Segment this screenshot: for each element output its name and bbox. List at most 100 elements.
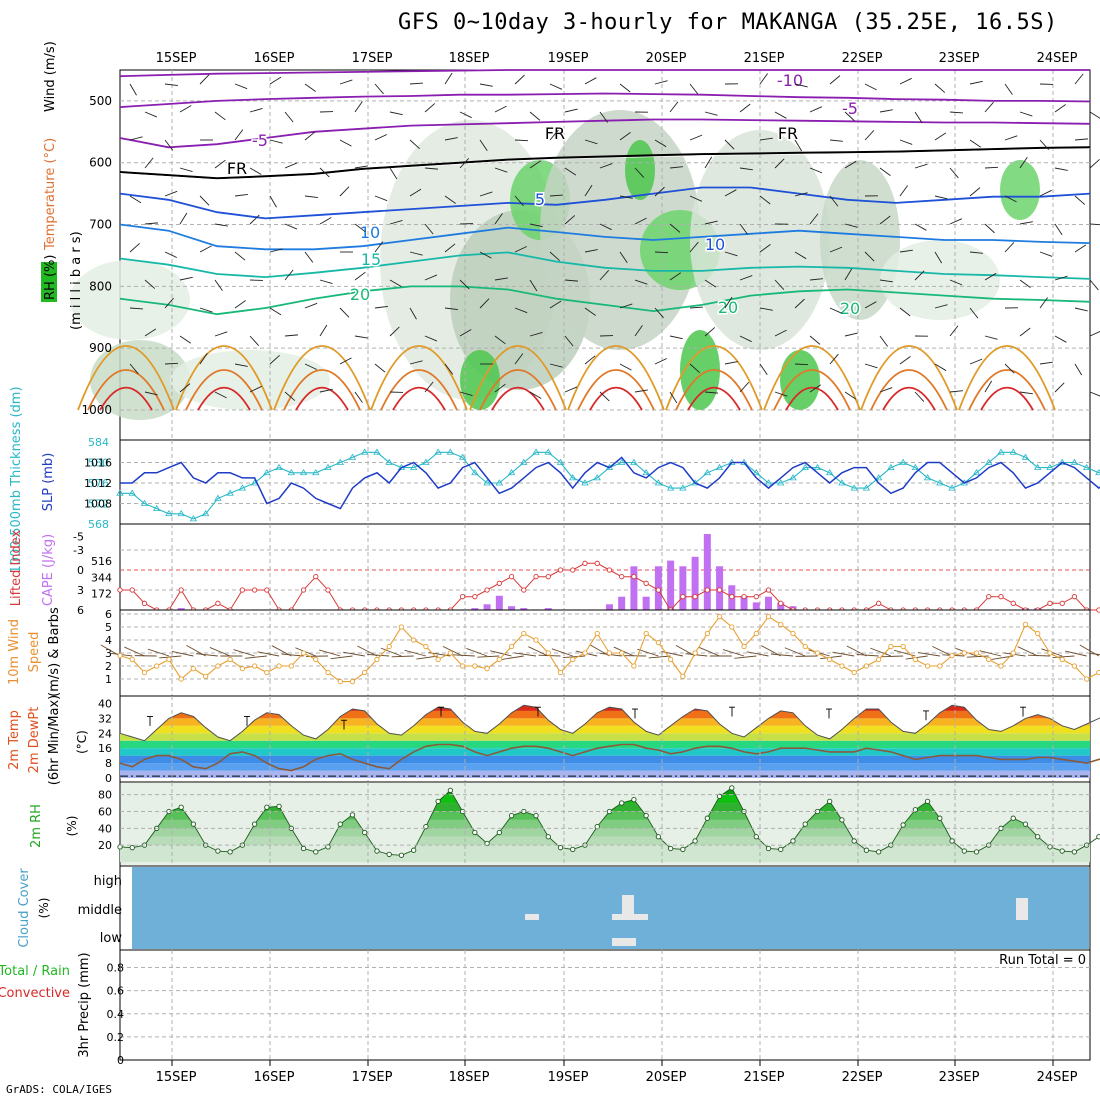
rh-line-point [337, 821, 343, 827]
lifted-index-line-point [875, 600, 882, 606]
wind-barb [984, 335, 998, 340]
wind-barb [794, 298, 805, 309]
li-tick-label: 3 [77, 584, 84, 597]
rh-line-point [619, 800, 625, 806]
lifted-index-line-point [129, 587, 135, 593]
wind-barb [304, 363, 317, 370]
wind-barb [599, 163, 613, 169]
wind-barb [1004, 195, 1017, 203]
surface-wind-barb [1027, 654, 1050, 657]
wind-speed-line-point [423, 643, 429, 650]
rh-line-point [398, 852, 405, 858]
precip-tick-label: 0.4 [107, 1008, 125, 1021]
wind-barb [319, 217, 332, 225]
surface-wind-barb [881, 655, 904, 658]
wind-speed-line-point [716, 613, 723, 620]
surface-wind-barb [771, 653, 794, 657]
wind-barb [879, 335, 889, 347]
rh-line-point [778, 846, 784, 853]
rh-label: RH (%) [43, 255, 58, 300]
rh-line-point [863, 847, 870, 853]
wind-speed-line-point [790, 630, 796, 637]
thickness-line-point [936, 479, 944, 486]
wind-barb [619, 131, 631, 141]
wind-barb [164, 190, 178, 197]
wind-barb [619, 83, 631, 93]
thickness-line-point [630, 458, 638, 465]
temperature-dome [577, 369, 655, 411]
temperature-dome [295, 386, 349, 411]
wind-barb [1019, 111, 1033, 117]
thickness-line-point [838, 479, 846, 486]
wind-barb [704, 391, 718, 394]
isotherm-20 [119, 285, 1091, 316]
wind-speed-line-point [141, 669, 148, 676]
wind-speed-line-point [411, 637, 417, 643]
surface-wind-barb [1052, 655, 1075, 658]
rh-line-point [472, 829, 478, 836]
temperature-dome [980, 386, 1034, 411]
wind-barb [1089, 331, 1100, 337]
lifted-index-line-point [1071, 594, 1078, 600]
thickness-line-point [214, 494, 222, 501]
wind-barb [969, 251, 983, 254]
wind-barb [549, 363, 563, 368]
wind-speed-line-point [619, 650, 625, 656]
cloud-axis-label: Cloud Cover [17, 868, 32, 948]
thickness-line-point [1034, 463, 1042, 471]
wind-barb [389, 279, 402, 287]
cloud-patch [525, 914, 539, 920]
wind-barb [879, 167, 891, 177]
wind-barb [354, 271, 366, 281]
wind-tick-label: 5 [105, 621, 112, 634]
wind-barb [214, 391, 227, 399]
temp-unit-label: (°C) [75, 730, 89, 754]
wind-barb [949, 325, 959, 337]
temp-band [120, 770, 1090, 778]
wind-barb [444, 243, 456, 253]
wind-barb [129, 195, 142, 204]
temperature-label: Temperature (°C) [43, 138, 58, 251]
lifted-index-line-point [117, 587, 123, 593]
wind-barb [1054, 275, 1068, 281]
wind-barb [1019, 327, 1031, 337]
surface-wind-barb [918, 652, 940, 657]
wind-barb [794, 363, 809, 366]
thickness-line-point [373, 448, 381, 455]
rh-tick-label: 80 [98, 789, 112, 802]
rh-line-point [790, 838, 796, 844]
contour-label: -5 [252, 131, 268, 150]
wind-barb [494, 105, 507, 113]
rh-line-point [374, 848, 380, 854]
wind-barb [1074, 244, 1087, 253]
rh-line-point [839, 817, 845, 823]
wind-barb [269, 76, 282, 85]
surface-wind-barb [784, 647, 806, 657]
temp-band [120, 725, 1090, 734]
surface-wind-barb [722, 649, 745, 657]
wind-barb [669, 272, 682, 281]
surface-wind-barb [159, 655, 182, 659]
wind-barb [269, 139, 283, 144]
wind-tick-label: 2 [105, 660, 112, 673]
wind-barb [669, 166, 683, 169]
wind-barb [759, 363, 768, 376]
wind-barb [879, 109, 893, 113]
wind-barb [549, 129, 559, 141]
isotherm-5 [119, 186, 1091, 220]
contour-label: 5 [535, 190, 545, 209]
temp-band [120, 710, 1090, 719]
wind-barb [374, 363, 386, 373]
wind-barb [584, 249, 598, 253]
lifted-index-line-point [313, 574, 319, 580]
wind-barb [549, 300, 562, 309]
wind-barb [669, 101, 679, 113]
cloud-level-label: high [94, 874, 122, 889]
wind-barb [829, 195, 839, 207]
wind-axis-label-1-text: 10m Wind [7, 619, 22, 685]
surface-wind-barb [416, 655, 439, 660]
wind-barb [1004, 135, 1018, 141]
wind-speed-line-point [1010, 650, 1016, 656]
temperature-dome [99, 386, 153, 411]
wind-barb [339, 79, 353, 85]
